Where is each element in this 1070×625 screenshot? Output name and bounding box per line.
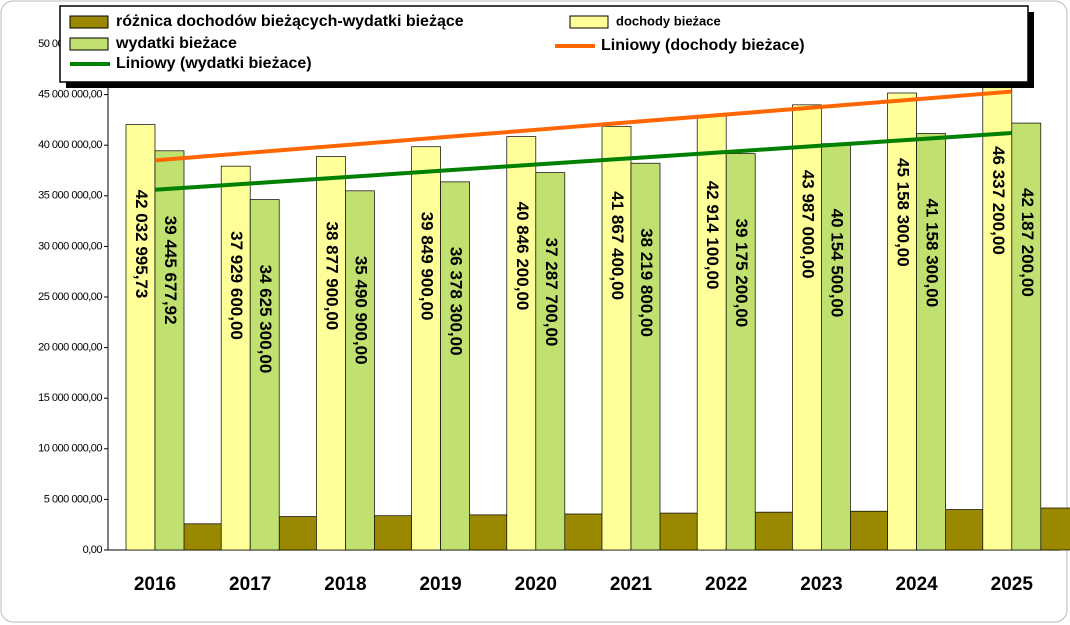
legend-label: dochody bieżace: [616, 13, 721, 28]
bar: [792, 104, 822, 551]
bar: [696, 115, 727, 551]
x-tick-label: 2025: [991, 574, 1034, 595]
bar: [887, 92, 917, 551]
value-label: 43 987 000,00: [798, 170, 817, 279]
legend-swatch: [69, 15, 109, 29]
value-label: 46 337 200,00: [989, 146, 1008, 255]
bar: [944, 509, 985, 551]
bar: [535, 172, 566, 551]
y-tick-label: 40 000 000,00: [38, 139, 102, 151]
y-tick-label: 0,00: [83, 544, 103, 556]
bar: [182, 523, 224, 551]
value-label: 34 625 300,00: [256, 265, 275, 374]
value-label: 41 158 300,00: [923, 198, 942, 307]
value-label: 35 490 900,00: [351, 256, 370, 365]
bar: [916, 133, 946, 551]
trend-line: [154, 89, 1012, 163]
bar: [563, 513, 605, 551]
legend-swatch: [569, 15, 609, 29]
bar: [630, 162, 661, 551]
bar: [316, 156, 346, 551]
value-label: 42 914 100,00: [703, 181, 722, 290]
bar: [468, 514, 509, 551]
y-tick-label: 20 000 000,00: [38, 342, 102, 354]
value-label: 36 378 300,00: [447, 247, 466, 356]
value-label: 40 154 500,00: [827, 209, 846, 318]
legend-label: różnica dochodów bieżących-wydatki bieżą…: [116, 13, 464, 30]
value-label: 39 175 200,00: [732, 219, 751, 328]
x-tick-label: 2019: [419, 574, 461, 595]
y-tick-label: 10 000 000,00: [38, 443, 102, 455]
bar: [658, 512, 700, 551]
x-tick-label: 2022: [705, 574, 747, 595]
bar: [249, 199, 280, 551]
bar: [1011, 122, 1042, 551]
bar: [601, 125, 632, 551]
bar: [220, 165, 251, 551]
bar: [982, 80, 1013, 551]
bar: [849, 510, 890, 551]
legend-label: Liniowy (wydatki bieżace): [116, 55, 312, 72]
legend-label: wydatki bieżace: [115, 35, 237, 52]
legend: [59, 5, 1029, 83]
value-label: 38 219 800,00: [637, 228, 656, 337]
bar: [125, 124, 156, 551]
x-tick-label: 2016: [134, 574, 176, 595]
bar: [506, 136, 537, 551]
value-label: 45 158 300,00: [894, 158, 913, 267]
x-tick-label: 2021: [610, 574, 653, 595]
bar: [725, 153, 756, 551]
bar: [345, 190, 375, 551]
y-tick-label: 35 000 000,00: [38, 190, 102, 202]
x-tick-label: 2020: [515, 574, 557, 595]
y-tick-label: 25 000 000,00: [38, 291, 102, 303]
y-tick-label: 5 000 000,00: [44, 493, 103, 505]
bar: [753, 511, 795, 551]
value-label: 38 877 900,00: [322, 222, 341, 331]
value-label: 39 849 900,00: [418, 212, 437, 321]
bar: [411, 146, 441, 551]
value-label: 42 032 995,73: [132, 190, 151, 299]
y-tick-label: 30 000 000,00: [38, 240, 102, 252]
value-label: 37 287 700,00: [542, 238, 561, 347]
value-label: 42 187 200,00: [1018, 188, 1037, 297]
bar: [440, 181, 470, 551]
y-tick-label: 45 000 000,00: [38, 89, 102, 101]
y-tick-label: 15 000 000,00: [38, 392, 102, 404]
x-tick-label: 2023: [800, 574, 842, 595]
value-label: 40 846 200,00: [513, 202, 532, 311]
bar: [373, 515, 414, 551]
bar: [154, 150, 185, 551]
x-tick-label: 2018: [324, 574, 366, 595]
legend-swatch: [69, 37, 109, 51]
value-label: 41 867 400,00: [608, 191, 627, 300]
x-tick-label: 2024: [895, 574, 938, 595]
bar: [1039, 507, 1070, 551]
trend-line: [154, 131, 1012, 192]
x-tick-label: 2017: [229, 574, 271, 595]
bar: [277, 516, 319, 551]
value-label: 37 929 600,00: [227, 231, 246, 340]
bar: [821, 143, 851, 551]
value-label: 39 445 677,92: [161, 216, 180, 325]
legend-label: Liniowy (dochody bieżace): [601, 37, 805, 54]
